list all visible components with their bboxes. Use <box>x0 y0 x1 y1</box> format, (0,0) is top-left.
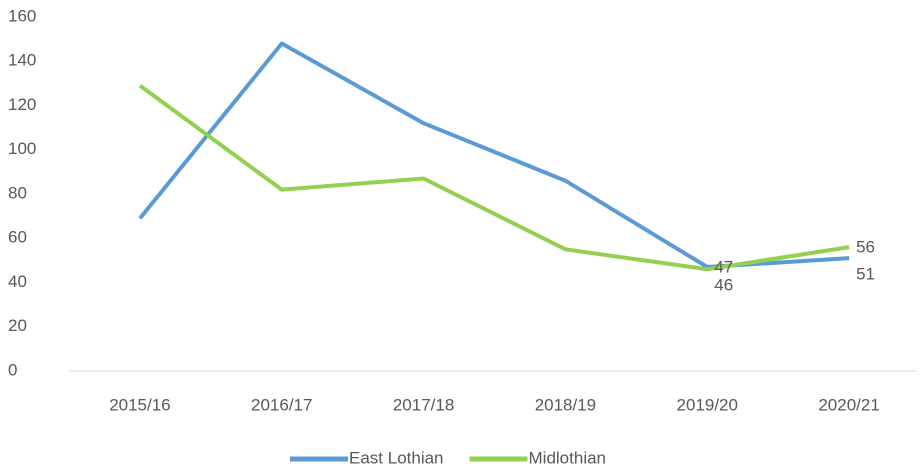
data-label: 51 <box>856 265 875 284</box>
y-tick-label: 80 <box>8 183 27 202</box>
x-tick-label: 2019/20 <box>677 395 738 414</box>
y-tick-label: 140 <box>8 51 36 70</box>
data-label: 47 <box>714 257 733 276</box>
y-tick-label: 60 <box>8 228 27 247</box>
y-tick-label: 100 <box>8 139 36 158</box>
data-label: 56 <box>856 238 875 257</box>
x-tick-label: 2015/16 <box>109 395 170 414</box>
y-tick-label: 120 <box>8 95 36 114</box>
x-tick-label: 2020/21 <box>818 395 879 414</box>
y-tick-label: 0 <box>8 360 17 379</box>
line-series <box>138 83 850 272</box>
line-series <box>138 41 850 270</box>
legend-label: Midlothian <box>529 448 607 467</box>
x-tick-label: 2018/19 <box>535 395 596 414</box>
data-label: 46 <box>714 276 733 295</box>
x-tick-label: 2016/17 <box>251 395 312 414</box>
x-tick-label: 2017/18 <box>393 395 454 414</box>
legend-label: East Lothian <box>349 448 444 467</box>
y-tick-label: 160 <box>8 6 36 25</box>
y-tick-label: 20 <box>8 316 27 335</box>
y-tick-label: 40 <box>8 272 27 291</box>
